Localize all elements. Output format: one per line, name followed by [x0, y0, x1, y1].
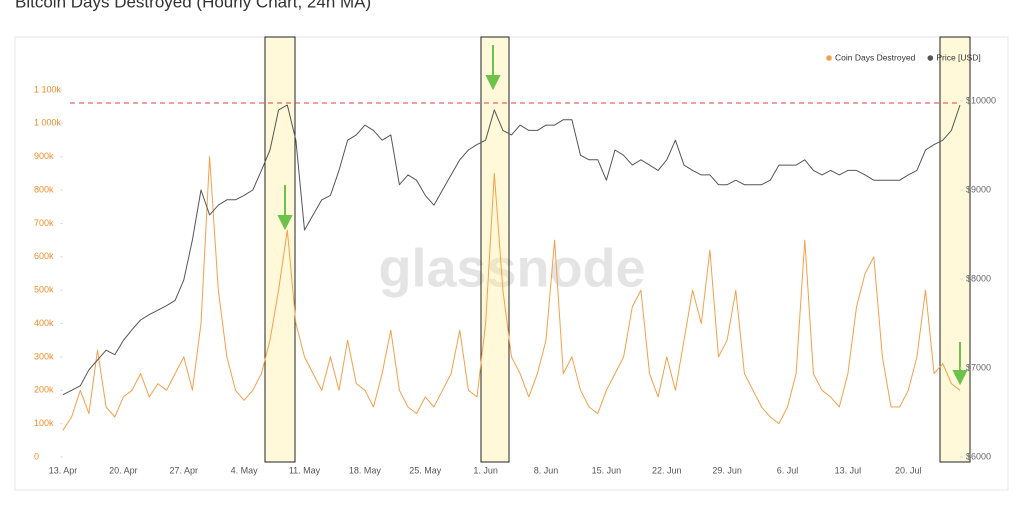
x-tick-label: 20. Jul: [895, 465, 922, 475]
x-tick-label: 1. Jun: [473, 465, 498, 475]
x-tick-label: 27. Apr: [169, 465, 198, 475]
x-tick-label: 13. Apr: [49, 465, 78, 475]
x-tick-label: 8. Jun: [534, 465, 559, 475]
y-tick-label: 300k: [34, 351, 54, 361]
highlight-box: [939, 36, 971, 463]
y2-tick-label: $7000: [966, 362, 991, 372]
y-tick-label: 1 100k: [34, 84, 62, 94]
y2-tick-label: $10000: [966, 95, 996, 105]
arrow-head: [485, 75, 501, 91]
highlight-box: [264, 36, 296, 463]
y2-tick-label: $8000: [966, 273, 991, 283]
x-tick-label: 4. May: [231, 465, 259, 475]
y-tick-label: 600k: [34, 251, 54, 261]
x-tick-label: 15. Jun: [592, 465, 622, 475]
x-tick-label: 6. Jul: [777, 465, 799, 475]
highlights: [264, 36, 971, 463]
x-tick-label: 11. May: [289, 465, 321, 475]
x-tick-label: 29. Jun: [712, 465, 742, 475]
x-tick-label: 20. Apr: [109, 465, 138, 475]
watermark: glassnode: [378, 238, 645, 298]
x-tick-label: 13. Jul: [835, 465, 862, 475]
panel: [14, 36, 1009, 491]
plot: [62, 104, 961, 431]
x-tick-label: 18. May: [349, 465, 382, 475]
arrows: [277, 45, 968, 386]
y-tick-label: 1 000k: [34, 118, 62, 128]
y-tick-label: 900k: [34, 151, 54, 161]
legend-marker: [927, 55, 934, 61]
y2-tick-label: $6000: [966, 451, 991, 461]
y-tick-label: 200k: [34, 385, 54, 395]
y-tick-label: 800k: [34, 184, 54, 194]
y-tick-label: 500k: [34, 285, 54, 295]
x-tick-label: 22. Jun: [652, 465, 682, 475]
highlight-box: [480, 36, 510, 463]
y-tick-label: 700k: [34, 218, 54, 228]
y-tick-label: 100k: [34, 418, 54, 428]
legend-label: Price [USD]: [936, 52, 980, 62]
arrow-head: [277, 215, 293, 231]
y-tick-label: 0: [34, 451, 39, 461]
x-tick-label: 25. May: [409, 465, 442, 475]
y2-tick-label: $9000: [966, 184, 991, 194]
y-tick-label: 400k: [34, 318, 54, 328]
series-line: [62, 156, 961, 431]
arrow-head: [952, 370, 968, 386]
chart-title: Bitcoin Days Destroyed (Hourly Chart, 24…: [15, 0, 371, 11]
series-line: [62, 104, 961, 396]
legend-marker: [826, 55, 832, 61]
legend-label: Coin Days Destroyed: [835, 52, 916, 62]
